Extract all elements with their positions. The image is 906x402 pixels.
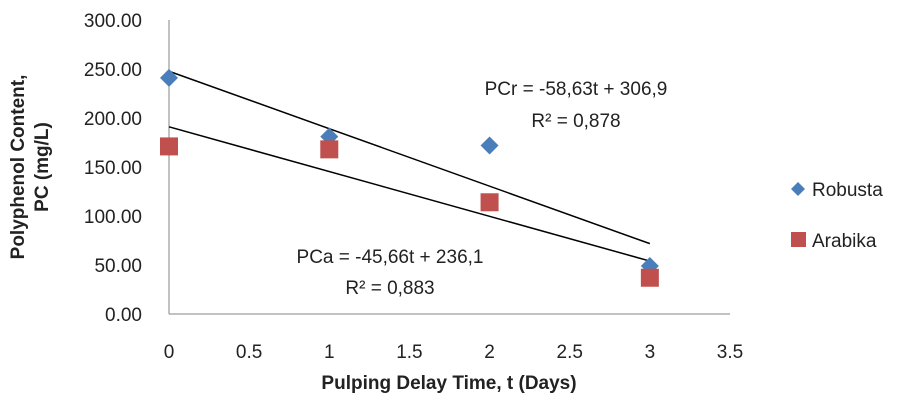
robusta-point [160, 68, 178, 87]
robusta-equation: PCr = -58,63t + 306,9 [485, 79, 668, 100]
x-tick-label: 0 [164, 342, 175, 363]
robusta-point [480, 136, 499, 155]
legend-robusta-label: Robusta [812, 180, 883, 201]
y-axis-label-line-2: PC (mg/L) [32, 122, 53, 212]
x-axis-label: Pulping Delay Time, t (Days) [321, 373, 576, 394]
x-tick-labels: 0 0.5 1 1.5 2 2.5 3 3.5 [164, 342, 744, 363]
arabika-point [160, 137, 178, 156]
y-tick-label: 100.00 [84, 207, 142, 228]
x-tick-label: 1 [324, 342, 335, 363]
x-tick-label: 2.5 [557, 342, 583, 363]
arabika-equation: PCa = -45,66t + 236,1 [297, 247, 484, 268]
legend-arabika-marker [791, 232, 806, 247]
robusta-trendline [168, 70, 651, 245]
y-tick-label: 150.00 [84, 158, 142, 179]
legend: Robusta Arabika [791, 180, 883, 252]
y-axis-label-line-1: Polyphenol Content, [8, 75, 29, 260]
x-tick-label: 3 [645, 342, 656, 363]
x-tick-label: 2 [484, 342, 495, 363]
x-tick-label: 0.5 [236, 342, 262, 363]
data-points [160, 68, 659, 287]
y-tick-label: 50.00 [94, 256, 142, 277]
y-tick-label: 0.00 [105, 305, 142, 326]
robusta-r-squared: R² = 0,878 [531, 111, 620, 132]
arabika-point [320, 140, 339, 159]
arabika-point [480, 193, 499, 212]
y-tick-label: 300.00 [84, 11, 142, 32]
arabika-r-squared: R² = 0,883 [345, 278, 434, 299]
y-tick-label: 250.00 [84, 60, 142, 81]
legend-arabika-label: Arabika [812, 231, 877, 252]
y-axis-label: Polyphenol Content, PC (mg/L) [8, 75, 53, 260]
trendlines [168, 70, 651, 262]
x-tick-label: 1.5 [396, 342, 422, 363]
arabika-point [640, 268, 659, 287]
y-tick-label: 200.00 [84, 109, 142, 130]
x-tick-label: 3.5 [717, 342, 743, 363]
legend-robusta-marker [791, 182, 805, 196]
arabika-trendline [168, 126, 651, 262]
y-tick-labels: 0.00 50.00 100.00 150.00 200.00 250.00 300.00 [84, 11, 142, 326]
